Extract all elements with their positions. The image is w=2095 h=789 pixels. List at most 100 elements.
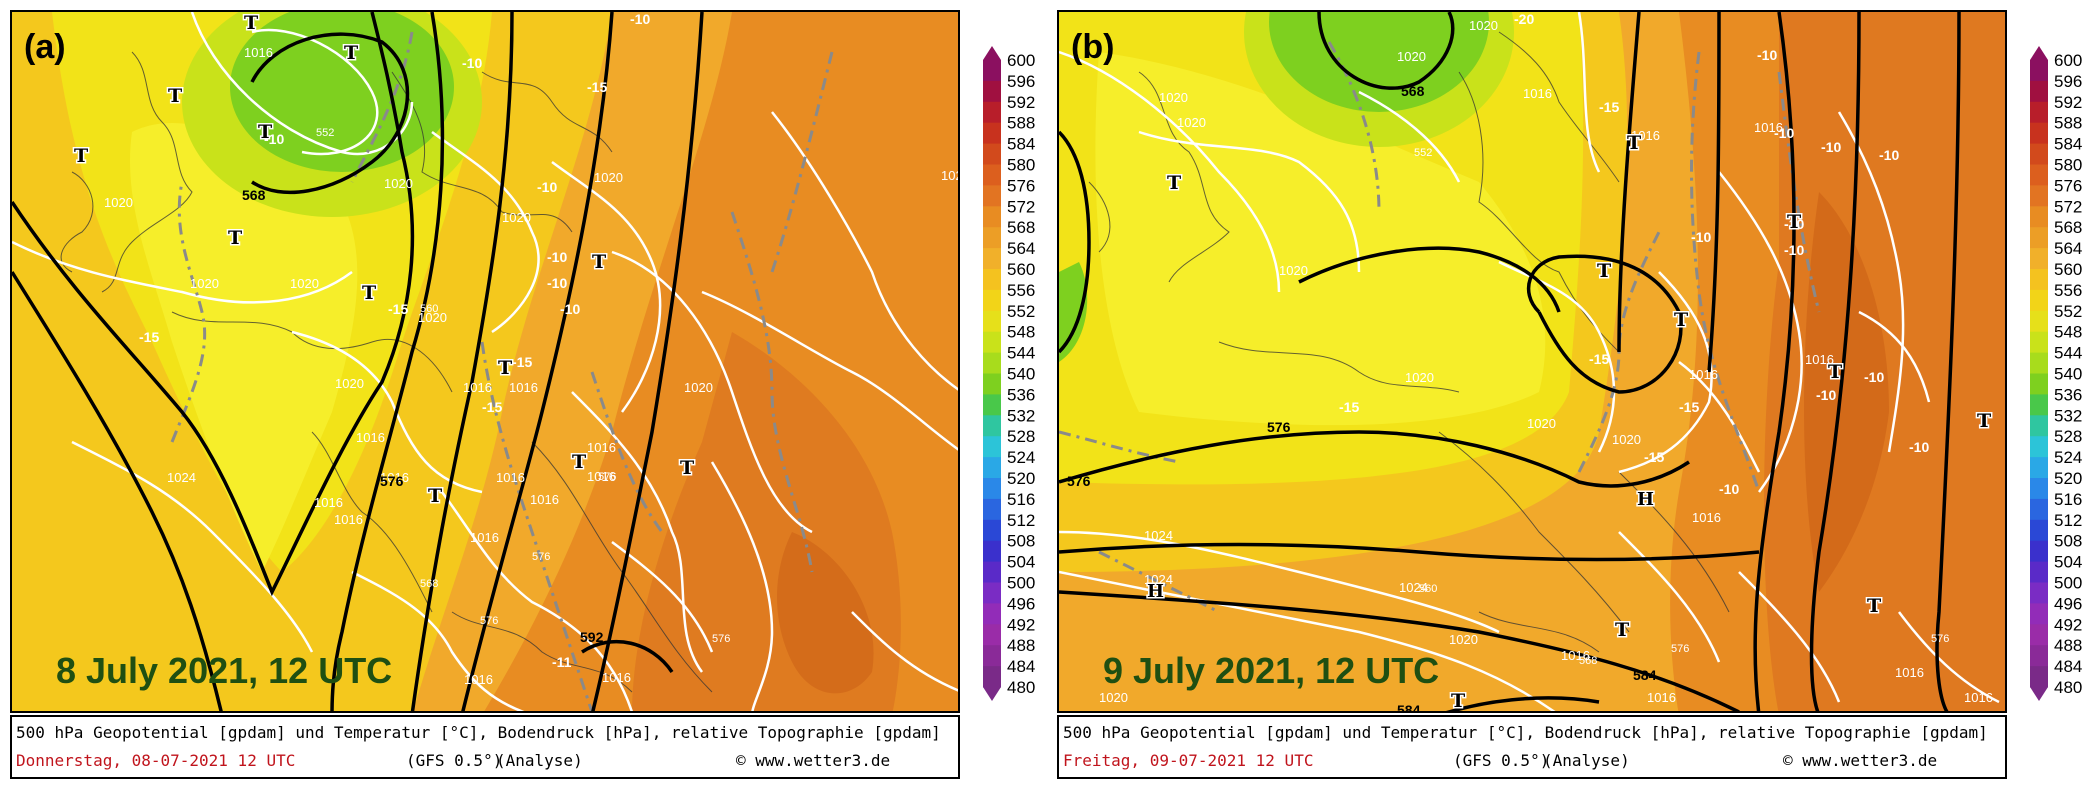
info-date: Donnerstag, 08-07-2021 12 UTC (16, 751, 296, 770)
colorbar-label: 480 (1007, 678, 1035, 697)
colorbar-swatch (983, 540, 1001, 563)
colorbar-label: 524 (2054, 448, 2082, 467)
colorbar-swatch (983, 269, 1001, 291)
weather-map-a: 1016 1020 1020 1020 1020 1020 1020 1020 … (10, 10, 960, 713)
colorbar-label: 576 (2054, 176, 2082, 195)
info-meta-row: Donnerstag, 08-07-2021 12 UTC (GFS 0.5°)… (16, 751, 956, 770)
colorbar-label: 540 (1007, 365, 1035, 384)
colorbar-label: 572 (1007, 197, 1035, 216)
low-marker: T (1787, 211, 1801, 233)
colorbar-label: 568 (2054, 218, 2082, 237)
topo-label: 568 (420, 578, 438, 590)
colorbar-label: 512 (2054, 511, 2082, 530)
colorbar-label: 592 (2054, 93, 2082, 112)
colorbar-swatch (983, 185, 1001, 207)
colorbar-arrow-top (983, 46, 1001, 60)
pressure-label: 1020 (1405, 370, 1434, 385)
colorbar-swatch (983, 122, 1001, 145)
colorbar-label: 560 (2054, 260, 2082, 279)
pressure-label: 1016 (1647, 690, 1676, 705)
pressure-label: 1016 (587, 469, 616, 484)
pressure-label: 1016 (496, 470, 525, 485)
temperature-label: -10 (1821, 139, 1841, 155)
temperature-label: -15 (1589, 351, 1609, 367)
temperature-label: -15 (1339, 399, 1359, 415)
low-marker: T (498, 357, 512, 379)
colorbar-swatch (2030, 582, 2048, 604)
colorbar-label: 568 (1007, 218, 1035, 237)
pressure-label: 1016 (587, 440, 616, 455)
colorbar-swatch (983, 624, 1001, 646)
info-model: (GFS 0.5°) (406, 751, 503, 770)
pressure-label: 1016 (1523, 86, 1552, 101)
temperature-label: -10 (1864, 369, 1884, 385)
topo-label: 576 (598, 471, 616, 483)
temperature-label: -15 (482, 399, 502, 415)
topo-label: 576 (1671, 643, 1689, 655)
temperature-label: -10 (1784, 242, 1804, 258)
temperature-label: -15 (587, 79, 607, 95)
geopotential-label: 576 (380, 473, 404, 489)
colorbar-swatch (983, 60, 1001, 82)
colorbar-label: 544 (2054, 344, 2082, 363)
info-credit-link[interactable]: © www.wetter3.de (736, 751, 891, 770)
temperature-label: -10 (547, 249, 567, 265)
pressure-label: 1020 (384, 176, 413, 191)
colorbar-swatch (2030, 227, 2048, 249)
date-label: 9 July 2021, 12 UTC (1103, 650, 1440, 691)
pressure-label: 1020 (1159, 90, 1188, 105)
colorbar-label: 556 (1007, 281, 1035, 300)
colorbar-swatch (2030, 185, 2048, 207)
colorbar-label: 504 (2054, 553, 2082, 572)
temperature-label: -10 (1816, 387, 1836, 403)
colorbar-label: 584 (2054, 135, 2082, 154)
geopotential-label: 584 (1397, 702, 1421, 713)
temperature-label: -15 (388, 301, 408, 317)
colorbar-label: 548 (2054, 323, 2082, 342)
geopotential-label: 584 (1633, 667, 1657, 683)
colorbar-swatch (2030, 519, 2048, 542)
pressure-label: 1016 (380, 470, 409, 485)
info-description: 500 hPa Geopotential [gpdam] und Tempera… (16, 723, 941, 742)
colorbar-label: 500 (2054, 574, 2082, 593)
colorbar-label: 492 (2054, 615, 2082, 634)
low-marker: T (1867, 595, 1881, 617)
info-credit-link[interactable]: © www.wetter3.de (1783, 751, 1938, 770)
temperature-label: -10 (1719, 481, 1739, 497)
colorbar-swatch (983, 415, 1001, 437)
pressure-label: 1024 (1144, 572, 1173, 587)
colorbar-label: 564 (2054, 239, 2082, 258)
pressure-label: 1020 (684, 380, 713, 395)
topo-label: 576 (712, 633, 730, 645)
colorbar-swatch (2030, 498, 2048, 521)
low-marker: T (258, 121, 272, 143)
colorbar-swatch (2030, 624, 2048, 646)
colorbar-swatch (983, 80, 1001, 103)
high-marker: H (1147, 581, 1164, 602)
colorbar-label: 532 (1007, 406, 1035, 425)
colorbar-label: 488 (1007, 636, 1035, 655)
colorbar-label: 536 (2054, 385, 2082, 404)
colorbar-label: 492 (1007, 615, 1035, 634)
colorbar-swatch (983, 436, 1001, 458)
pressure-label: 1020 (1099, 690, 1128, 705)
colorbar-label: 556 (2054, 281, 2082, 300)
pressure-label: 1016 (356, 430, 385, 445)
temperature-label: -11 (552, 654, 572, 670)
colorbar-label: 532 (2054, 406, 2082, 425)
colorbar-swatch (983, 143, 1001, 165)
colorbar-swatch (983, 164, 1001, 186)
low-marker: T (1977, 410, 1991, 432)
temperature-label: -15 (139, 329, 159, 345)
colorbar-swatch (983, 352, 1001, 374)
panel-letter: (a) (24, 28, 66, 66)
colorbar-swatch (2030, 164, 2048, 186)
low-marker: T (168, 85, 182, 107)
topo-label: 560 (420, 303, 438, 315)
pressure-label: 1020 (1397, 49, 1426, 64)
pressure-label: 1016 (1689, 367, 1718, 382)
info-meta-row: Freitag, 09-07-2021 12 UTC (GFS 0.5°) (A… (1063, 751, 2003, 770)
pressure-label: 1016 (463, 380, 492, 395)
colorbar-swatch (2030, 310, 2048, 333)
